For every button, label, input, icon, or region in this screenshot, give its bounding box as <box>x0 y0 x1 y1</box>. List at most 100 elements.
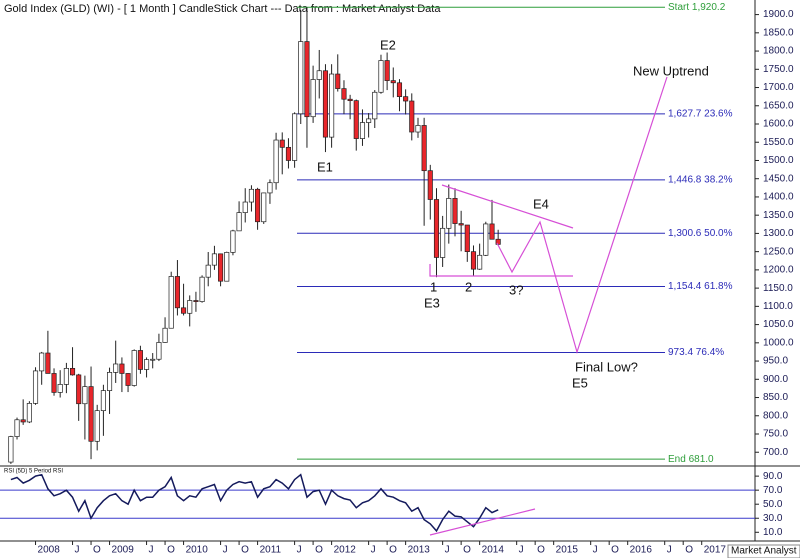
y-tick-label: 1550.0 <box>763 137 794 148</box>
candle-body <box>144 359 150 370</box>
candle-body <box>273 139 279 184</box>
triangle-lower <box>429 264 573 277</box>
candle-body <box>113 363 119 373</box>
x-tick-label: O <box>685 545 693 556</box>
candle-body <box>390 80 396 84</box>
chart-title: Gold Index (GLD) (WI) - [ 1 Month ] Cand… <box>4 3 441 15</box>
candle-body <box>20 419 26 423</box>
candle-body <box>242 201 248 213</box>
annotation: E3 <box>424 295 440 310</box>
candle-body <box>464 224 470 252</box>
candle-body <box>310 79 316 118</box>
candle-body <box>187 300 193 314</box>
fib-label: Start 1,920.2 <box>668 2 726 13</box>
x-tick-label: J <box>149 545 154 556</box>
annotation: 3? <box>509 282 523 297</box>
candle-body <box>211 253 217 266</box>
y-tick-label: 750.0 <box>763 429 788 440</box>
rsi-tick-label: 50.0 <box>763 499 783 510</box>
candle-body <box>224 252 230 282</box>
y-tick-label: 1050.0 <box>763 319 794 330</box>
candle-body <box>230 230 236 253</box>
candle-body <box>433 199 440 258</box>
x-tick-label: J <box>223 545 228 556</box>
fib-label: 1,627.7 23.6% <box>668 109 733 120</box>
candle-body <box>427 170 433 200</box>
y-tick-label: 850.0 <box>763 392 788 403</box>
y-tick-label: 1350.0 <box>763 210 794 221</box>
x-tick-label: 2015 <box>556 545 579 556</box>
x-tick-label: O <box>93 545 101 556</box>
candle-body <box>69 368 76 376</box>
candle-body <box>88 386 94 442</box>
candle-body <box>51 373 57 393</box>
y-tick-label: 1650.0 <box>763 100 794 111</box>
candle-body <box>162 327 168 343</box>
x-tick-label: O <box>389 545 397 556</box>
candle-body <box>174 276 180 309</box>
candle-body <box>14 419 20 437</box>
x-tick-label: J <box>667 545 672 556</box>
candle-body <box>82 386 88 405</box>
candle-body <box>168 276 174 329</box>
annotation: E1 <box>317 159 333 174</box>
candle-body <box>483 223 489 256</box>
candle-body <box>236 212 242 232</box>
y-tick-label: 1500.0 <box>763 155 794 166</box>
candle-body <box>415 125 421 133</box>
y-tick-label: 1700.0 <box>763 82 794 93</box>
y-tick-label: 1900.0 <box>763 9 794 20</box>
x-tick-label: 2008 <box>38 545 61 556</box>
y-tick-label: 1400.0 <box>763 192 794 203</box>
footer-box <box>727 544 800 558</box>
rsi-tick-label: 10.0 <box>763 527 783 538</box>
candle-body <box>26 403 32 423</box>
x-tick-label: J <box>371 545 376 556</box>
y-tick-label: 800.0 <box>763 410 788 421</box>
footer: Market Analyst 6 <box>731 546 800 557</box>
candle-body <box>137 350 143 370</box>
candle-body <box>458 223 464 226</box>
candle-body <box>100 390 106 412</box>
candle-body <box>298 41 304 115</box>
candle-body <box>440 227 446 258</box>
x-tick-label: J <box>593 545 598 556</box>
candle-body <box>205 264 211 278</box>
candle-body <box>329 73 335 138</box>
annotation: Final Low? <box>575 359 638 374</box>
candle-body <box>335 73 341 89</box>
candle-body <box>218 253 224 282</box>
y-tick-label: 950.0 <box>763 356 788 367</box>
candle-body <box>106 372 113 391</box>
candle-body <box>495 238 501 245</box>
candle-body <box>384 60 390 81</box>
candle-body <box>421 125 427 172</box>
y-tick-label: 1450.0 <box>763 173 794 184</box>
candle-body <box>119 363 125 374</box>
x-tick-label: 2011 <box>260 545 282 556</box>
annotation: E5 <box>572 375 588 390</box>
rsi-tick-label: 70.0 <box>763 485 783 496</box>
x-tick-label: 2014 <box>482 545 505 556</box>
candle-body <box>57 384 63 393</box>
x-tick-label: J <box>519 545 524 556</box>
x-tick-label: 2013 <box>408 545 431 556</box>
y-tick-label: 1750.0 <box>763 64 794 75</box>
rsi-tick-label: 90.0 <box>763 471 783 482</box>
candle-body <box>63 368 69 385</box>
candle-body <box>353 100 359 139</box>
y-tick-label: 1150.0 <box>763 283 793 294</box>
annotation: 1 <box>430 279 437 294</box>
candle-body <box>94 410 100 442</box>
y-tick-label: 1300.0 <box>763 228 794 239</box>
candle-body <box>150 358 156 361</box>
annotation: E2 <box>380 37 396 52</box>
candle-body <box>248 188 254 203</box>
triangle-upper <box>441 184 574 229</box>
rsi-line <box>10 473 499 533</box>
candle-body <box>341 88 347 100</box>
rsi-title: RSI (5D) 5 Period RSI <box>4 469 63 475</box>
candle-body <box>378 60 384 93</box>
